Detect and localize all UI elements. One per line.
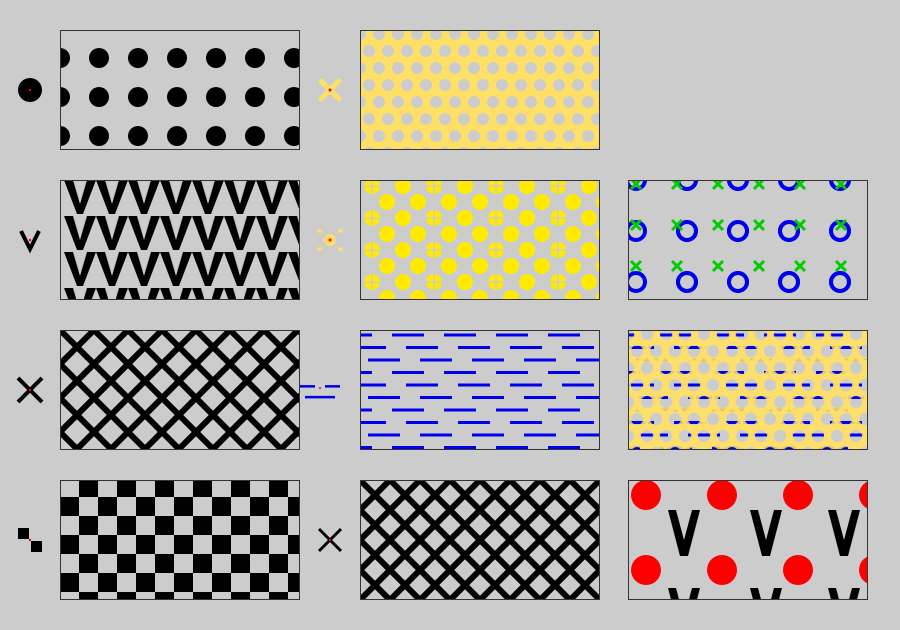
dot-icon (18, 78, 42, 102)
black-diagonal-grid-pattern-tile (60, 330, 300, 450)
yellow-flower-icon (317, 229, 343, 251)
chevron-v-icon (19, 230, 41, 254)
yellow-cross-icon (318, 78, 342, 102)
red-dot-chevron-pattern-tile (628, 480, 868, 600)
checker-icon (18, 528, 42, 552)
yellow-crossed-dot-pattern-tile (360, 180, 600, 300)
black-chevron-pattern-tile (60, 180, 300, 300)
yellow-lattice-pattern-tile (360, 30, 600, 150)
x-icon (16, 376, 44, 404)
black-diagonal-grid-dense-pattern-tile (360, 480, 600, 600)
yellow-ring-blue-dash-overlay-tile (628, 330, 868, 450)
black-checkerboard-pattern-tile (60, 480, 300, 600)
black-dot-pattern-tile (60, 30, 300, 150)
x-icon (317, 527, 343, 553)
blue-ring-green-cross-pattern-tile (628, 180, 868, 300)
blue-dash-icon (300, 385, 340, 399)
blue-dash-pattern-tile (360, 330, 600, 450)
